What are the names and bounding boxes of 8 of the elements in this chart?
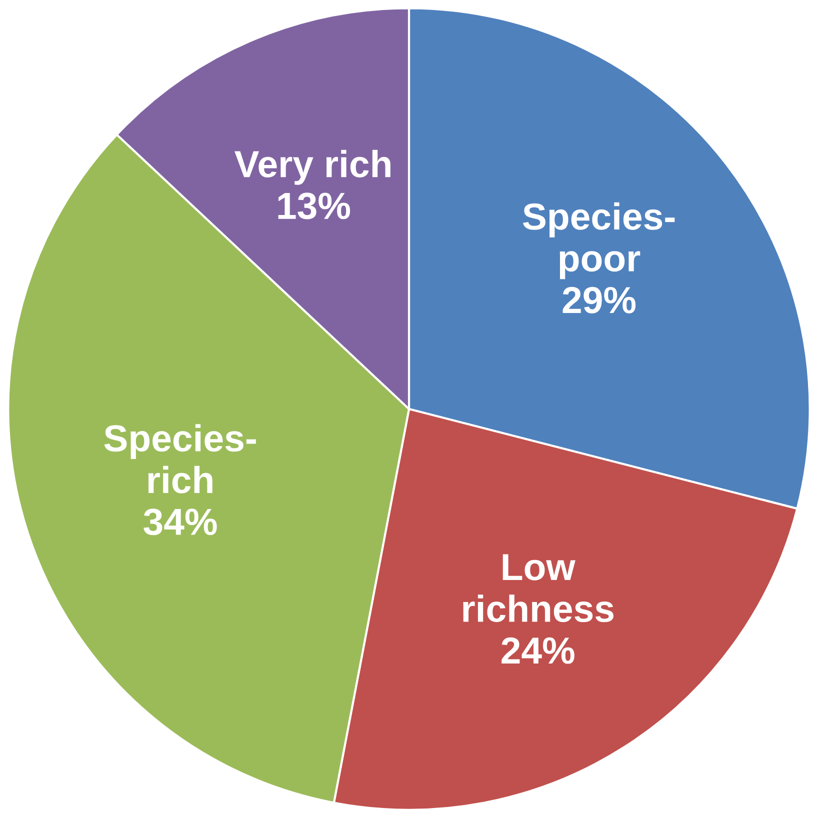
data-label: 29% (562, 286, 636, 314)
data-label: 34% (144, 508, 217, 536)
slice-label: Very rich (234, 150, 390, 185)
slice-label: Low richness (463, 554, 614, 622)
slice-label: Species-rich (104, 424, 256, 494)
data-label: 13% (278, 192, 350, 220)
slice-label: Species-poor (522, 202, 675, 280)
data-label: 24% (502, 637, 574, 664)
